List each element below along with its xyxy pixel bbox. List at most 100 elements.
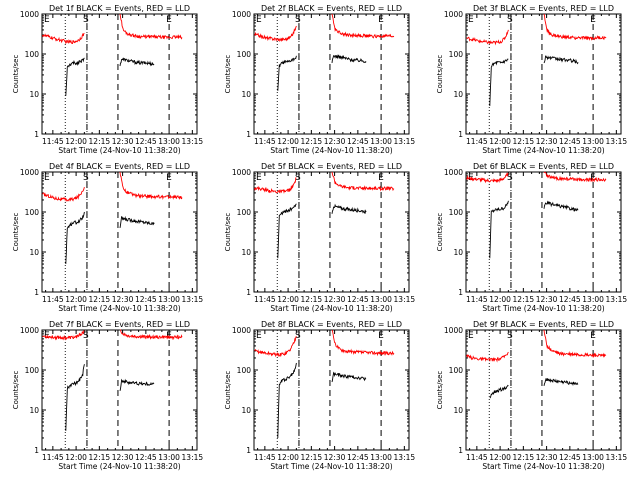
lld-series-line (119, 171, 183, 200)
marker-e-start: E (256, 15, 262, 25)
events-series-line (119, 57, 155, 67)
events-series-line (331, 203, 367, 214)
events-series-line (65, 364, 85, 431)
marker-e-start: E (256, 173, 262, 183)
x-axis-label: Start Time (24-Nov-10 11:38:20) (58, 304, 180, 313)
x-tick-label: 11:45 (42, 137, 64, 146)
lld-series-line (331, 13, 395, 39)
x-axis-label: Start Time (24-Nov-10 11:38:20) (270, 304, 392, 313)
y-tick-label: 1000 (232, 10, 251, 19)
x-tick-label: 12:00 (277, 453, 299, 462)
panel-det-1: Det 1f BLACK = Events, RED = LLD 1 10 100 10… (12, 4, 203, 155)
x-tick-label: 12:30 (324, 453, 346, 462)
y-axis-label: Counts/sec (436, 55, 444, 94)
x-axis-label: Start Time (24-Nov-10 11:38:20) (482, 304, 604, 313)
y-tick-label: 1000 (20, 10, 39, 19)
marker-e-end: E (378, 15, 384, 25)
lld-series-line (543, 329, 607, 359)
plot-frame (465, 171, 622, 293)
lld-series-line (543, 171, 607, 183)
y-tick-label: 1000 (444, 10, 463, 19)
marker-e-end: E (166, 173, 172, 183)
y-tick-label: 1 (246, 446, 251, 455)
y-tick-label: 1000 (444, 168, 463, 177)
x-axis-label: Start Time (24-Nov-10 11:38:20) (270, 462, 392, 471)
panel-title: Det 7f BLACK = Events, RED = LLD (49, 320, 190, 329)
x-tick-label: 13:00 (158, 137, 180, 146)
x-tick-label: 12:45 (135, 137, 157, 146)
marker-e-end: E (378, 331, 384, 341)
y-tick-label: 10 (453, 248, 463, 257)
x-tick-label: 12:30 (536, 295, 558, 304)
x-tick-label: 13:00 (370, 137, 392, 146)
x-tick-label: 11:45 (466, 453, 488, 462)
events-series-line (65, 57, 85, 96)
lld-series-line (119, 329, 183, 341)
x-tick-label: 13:15 (182, 453, 204, 462)
plot-frame (41, 329, 198, 451)
plot-frame (41, 171, 198, 293)
y-tick-label: 100 (449, 208, 464, 217)
marker-s: S (83, 331, 89, 341)
lld-series-line (42, 186, 85, 202)
panel-title: Det 6f BLACK = Events, RED = LLD (473, 162, 614, 171)
y-axis-label: Counts/sec (12, 55, 20, 94)
events-series-line (489, 200, 509, 259)
events-series-line (331, 54, 367, 64)
lld-series-line (254, 335, 297, 358)
lld-series-line (466, 172, 509, 184)
x-tick-label: 13:15 (606, 137, 628, 146)
marker-e-start: E (44, 331, 50, 341)
x-tick-label: 11:45 (466, 295, 488, 304)
panel-det-2: Det 2f BLACK = Events, RED = LLD 1 10 100 10… (224, 4, 415, 155)
panel-det-4: Det 4f BLACK = Events, RED = LLD 1 10 100 10… (12, 162, 203, 313)
marker-s: S (507, 15, 513, 25)
y-tick-label: 10 (453, 90, 463, 99)
x-tick-label: 12:30 (536, 453, 558, 462)
panel-title: Det 1f BLACK = Events, RED = LLD (49, 4, 190, 13)
lld-series-line (42, 330, 85, 341)
x-tick-label: 12:45 (559, 137, 581, 146)
x-tick-label: 13:00 (158, 295, 180, 304)
x-tick-label: 12:45 (135, 295, 157, 304)
x-tick-label: 12:30 (536, 137, 558, 146)
panel-title: Det 9f BLACK = Events, RED = LLD (473, 320, 614, 329)
y-tick-label: 1 (34, 446, 39, 455)
events-series-line (489, 58, 509, 107)
x-tick-label: 11:45 (254, 295, 276, 304)
y-axis-label: Counts/sec (224, 213, 232, 252)
x-tick-label: 12:00 (65, 453, 87, 462)
x-tick-label: 13:15 (394, 453, 416, 462)
x-axis-label: Start Time (24-Nov-10 11:38:20) (58, 146, 180, 155)
y-tick-label: 100 (25, 366, 40, 375)
x-tick-label: 11:45 (42, 453, 64, 462)
y-tick-label: 10 (29, 406, 39, 415)
panel-title: Det 5f BLACK = Events, RED = LLD (261, 162, 402, 171)
panel-title: Det 2f BLACK = Events, RED = LLD (261, 4, 402, 13)
lld-series-line (331, 171, 395, 192)
events-series-line (543, 55, 579, 65)
x-tick-label: 12:00 (277, 295, 299, 304)
x-tick-label: 11:45 (466, 137, 488, 146)
x-axis-label: Start Time (24-Nov-10 11:38:20) (482, 462, 604, 471)
panel-title: Det 4f BLACK = Events, RED = LLD (49, 162, 190, 171)
lld-series-line (543, 13, 607, 41)
x-tick-label: 13:15 (606, 295, 628, 304)
x-tick-label: 13:00 (582, 295, 604, 304)
y-axis-label: Counts/sec (12, 371, 20, 410)
x-tick-label: 12:15 (513, 295, 535, 304)
marker-s: S (295, 331, 301, 341)
events-series-line (489, 384, 509, 399)
y-tick-label: 10 (29, 90, 39, 99)
y-tick-label: 1 (34, 130, 39, 139)
x-tick-label: 12:30 (112, 295, 134, 304)
y-tick-label: 1000 (232, 326, 251, 335)
x-tick-label: 12:45 (347, 137, 369, 146)
y-tick-label: 10 (241, 248, 251, 257)
y-tick-label: 100 (449, 366, 464, 375)
x-tick-label: 11:45 (254, 137, 276, 146)
x-tick-label: 12:30 (324, 137, 346, 146)
marker-e-start: E (468, 331, 474, 341)
x-tick-label: 12:00 (65, 137, 87, 146)
